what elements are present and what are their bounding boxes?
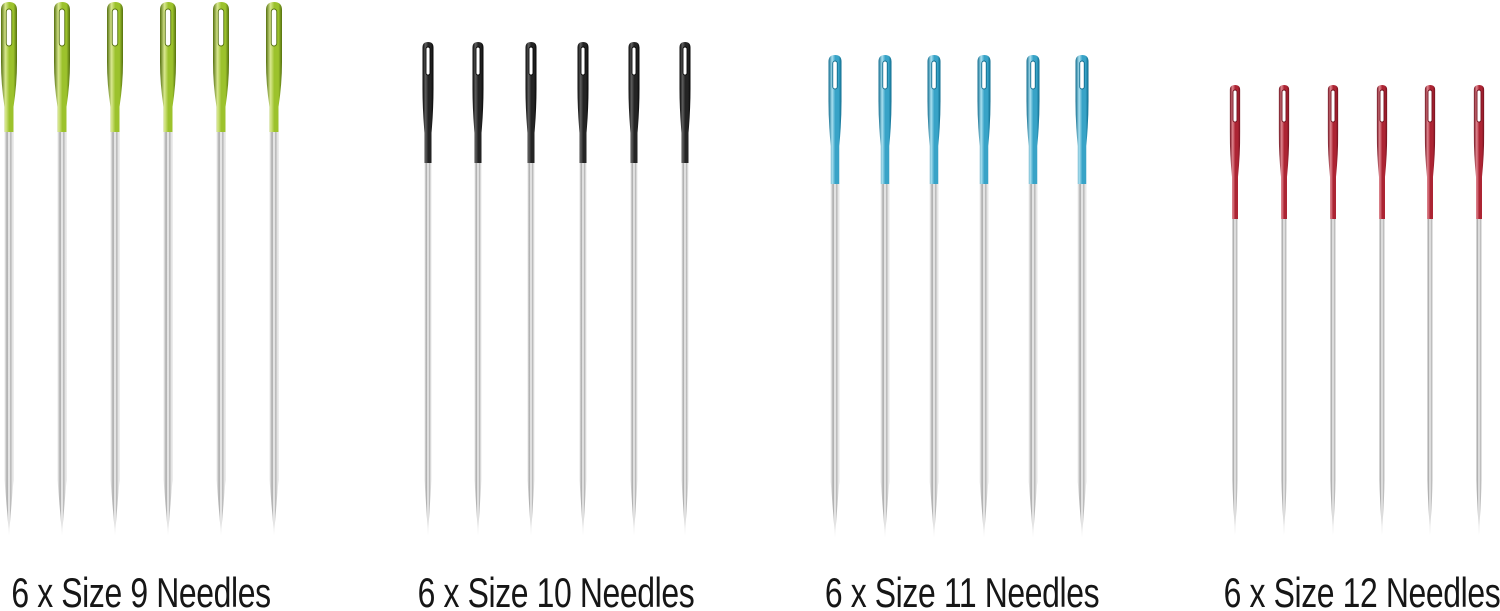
needle-eye [832,60,838,90]
needle-black-1 [422,42,434,535]
needle-red-1 [1229,85,1241,535]
needle-blue-1 [828,55,842,537]
needle-green-4 [160,2,176,535]
needle-green-3 [107,2,123,535]
needle-eye [270,8,278,47]
needle-red-5 [1424,85,1436,535]
needle-eye [981,60,987,90]
needle-green-2 [54,2,70,535]
needle-eye [580,46,586,76]
group-label-size-11: 6 x Size 11 Needles [824,569,1100,611]
needle-green-1 [1,2,17,535]
group-label-size-10: 6 x Size 10 Needles [417,569,695,611]
needle-eye [1079,60,1085,90]
needle-blue-4 [977,55,991,537]
needle-eye [475,46,481,76]
needle-eye [631,46,637,76]
needle-green-5 [213,2,229,535]
needle-eye [1281,89,1287,123]
needle-eye [1030,60,1036,90]
needle-eye [1427,89,1433,123]
needle-green-6 [266,2,282,535]
needle-red-2 [1278,85,1290,535]
needle-black-3 [525,42,537,535]
needle-eye [931,60,937,90]
needle-eye [1330,89,1336,123]
needle-eye [528,46,534,76]
needle-red-6 [1473,85,1485,535]
needle-black-6 [679,42,691,535]
needle-red-4 [1376,85,1388,535]
needle-black-4 [577,42,589,535]
needle-eye [217,8,225,47]
needle-eye [682,46,688,76]
needle-blue-6 [1075,55,1089,537]
needle-black-2 [472,42,484,535]
needle-eye [164,8,172,47]
needle-blue-2 [878,55,892,537]
needle-eye [5,8,13,47]
needle-red-3 [1327,85,1339,535]
needle-eye [111,8,119,47]
needle-eye [425,46,431,76]
needle-black-5 [628,42,640,535]
needle-eye [1232,89,1238,123]
needle-eye [58,8,66,47]
group-label-size-12: 6 x Size 12 Needles [1223,569,1500,611]
needle-eye [1476,89,1482,123]
needle-eye [1379,89,1385,123]
group-label-size-9: 6 x Size 9 Needles [11,569,271,611]
needle-eye [882,60,888,90]
needle-blue-5 [1026,55,1040,537]
needle-blue-3 [927,55,941,537]
